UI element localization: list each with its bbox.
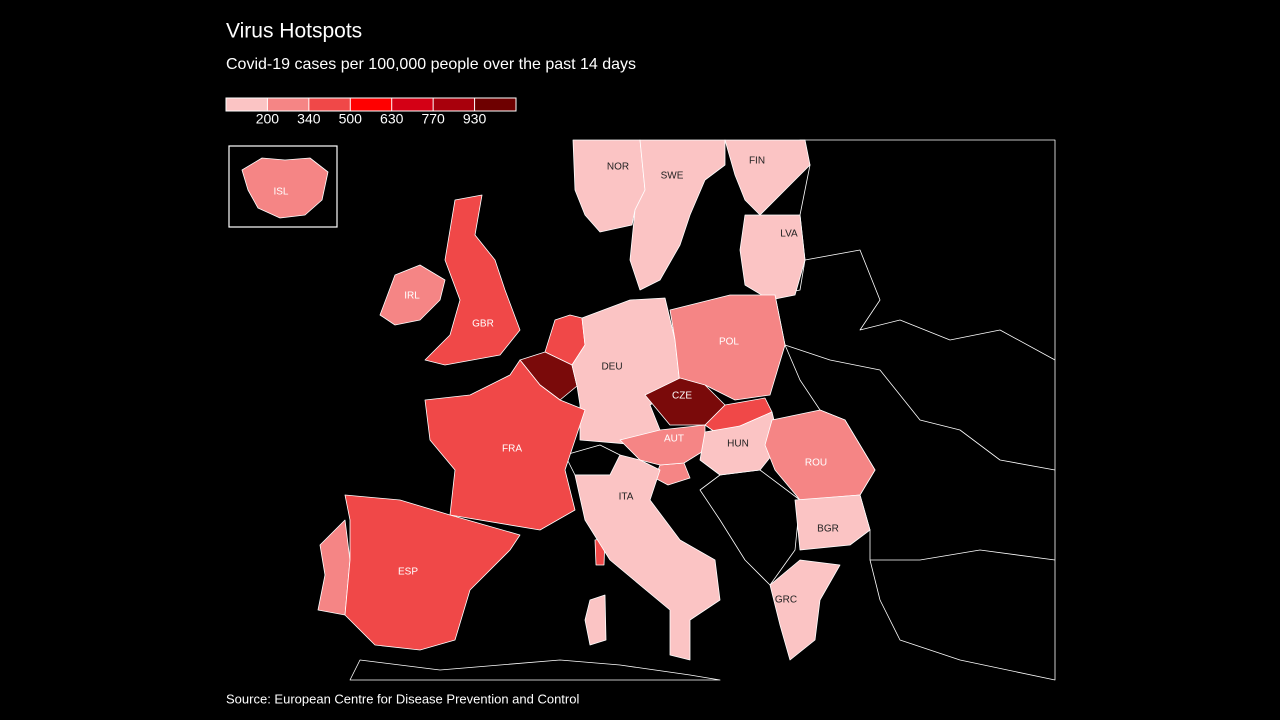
north-africa-shape <box>349 659 721 681</box>
legend-swatch <box>433 98 475 111</box>
legend-tick-label: 770 <box>421 111 445 127</box>
country-shape <box>619 424 706 466</box>
country-label: POL <box>719 337 739 348</box>
legend-tick-label: 630 <box>380 111 404 127</box>
legend-swatch <box>391 98 434 111</box>
subtitle: Covid-19 cases per 100,000 people over t… <box>226 56 636 73</box>
che-shape <box>564 444 621 476</box>
border-line <box>804 249 1056 361</box>
country-label: BGR <box>817 524 839 535</box>
country-shape <box>344 494 521 651</box>
country-shape <box>629 139 726 291</box>
country-label: DEU <box>601 362 622 373</box>
country-label: GBR <box>472 319 494 330</box>
prt-shape <box>317 519 351 616</box>
source: Source: European Centre for Disease Prev… <box>226 691 579 706</box>
sardinia-shape <box>584 594 607 646</box>
country-label: FRA <box>502 444 522 455</box>
countries <box>241 139 876 661</box>
country-label: ITA <box>619 492 634 503</box>
country-shape <box>739 214 806 301</box>
context-countries <box>228 139 1056 681</box>
country-label: GRC <box>775 595 797 606</box>
country-label: FIN <box>749 156 765 167</box>
country-shape <box>574 454 721 661</box>
country-shape <box>241 157 329 219</box>
country-shape <box>794 494 871 551</box>
country-label: SWE <box>661 171 684 182</box>
country-label: ESP <box>398 567 418 578</box>
country-label: ISL <box>273 187 288 198</box>
country-shape <box>571 297 681 446</box>
border-line <box>870 549 1056 561</box>
country-shape <box>644 377 726 426</box>
country-label: IRL <box>404 291 420 302</box>
country-label: HUN <box>727 439 749 450</box>
country-label: LVA <box>780 229 798 240</box>
legend-tick-label: 340 <box>297 111 321 127</box>
country-labels: NOR SWE FIN LVA ISL IRL GBR DEU POL CZE … <box>273 156 838 606</box>
legend-tick-label: 500 <box>339 111 363 127</box>
legend-frame <box>225 97 517 112</box>
svn-shape <box>654 462 691 486</box>
country-shape <box>724 139 811 216</box>
legend-swatch <box>474 98 516 111</box>
legend: 200 340 500 630 770 930 <box>225 97 517 127</box>
country-label: AUT <box>664 434 684 445</box>
inset-frame <box>228 145 338 228</box>
country-shape <box>769 559 841 661</box>
legend-swatch <box>226 98 268 111</box>
country-shape <box>424 359 586 531</box>
country-shape <box>669 294 786 401</box>
country-label: CZE <box>672 391 692 402</box>
legend-swatch <box>350 98 392 111</box>
legend-swatch <box>308 98 351 111</box>
legend-tick-label: 930 <box>463 111 487 127</box>
legend-swatch <box>267 98 309 111</box>
legend-tick-label: 200 <box>256 111 280 127</box>
country-label: NOR <box>607 162 629 173</box>
title: Virus Hotspots <box>226 20 362 43</box>
country-shape <box>424 194 521 366</box>
country-shape <box>379 264 446 326</box>
border-line <box>784 344 1056 471</box>
country-label: ROU <box>805 458 827 469</box>
